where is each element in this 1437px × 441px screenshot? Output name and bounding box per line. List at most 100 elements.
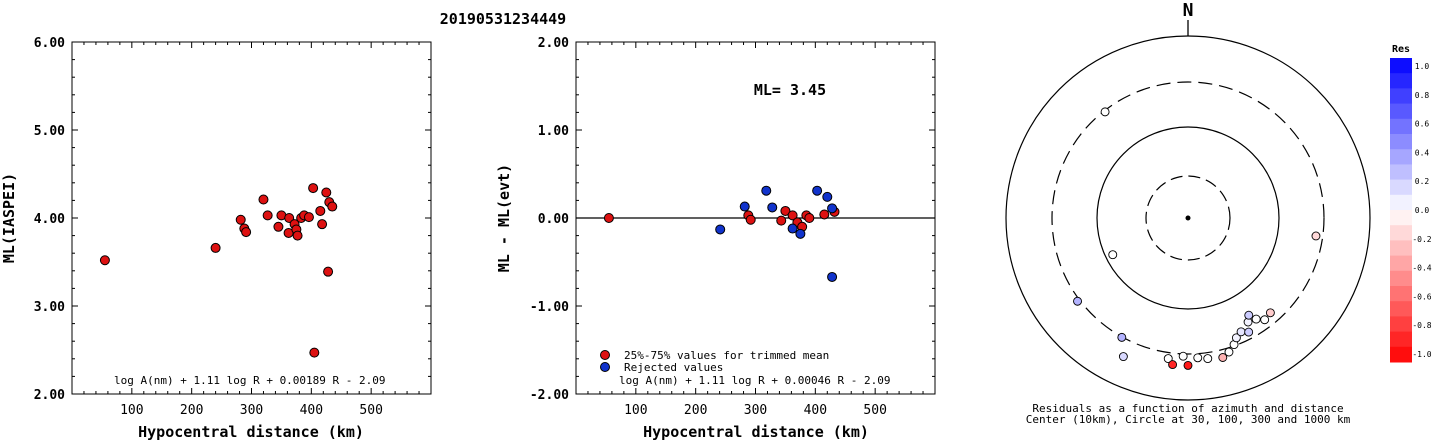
x-tick-label: 500 <box>359 403 382 418</box>
azimuth-residual-plot: N Residuals as a function of azimuth and… <box>1005 0 1371 426</box>
station-magnitude-point <box>262 210 273 221</box>
trimmed-residual-point <box>745 214 756 225</box>
station-residual-marker <box>1244 327 1254 337</box>
colorbar-tick-label: 0.8 <box>1415 91 1430 100</box>
circle-300km <box>1051 81 1325 355</box>
colorbar-tick-label: -0.4 <box>1412 264 1431 273</box>
y-tick-label: 2.00 <box>538 36 569 51</box>
colorbar-swatch <box>1390 134 1412 150</box>
station-residual-marker <box>1163 354 1173 364</box>
colorbar-swatch <box>1390 331 1412 348</box>
panel1-x-axis-label: Hypocentral distance (km) <box>138 423 364 441</box>
colorbar-swatch <box>1390 346 1412 363</box>
colorbar-swatch <box>1390 210 1412 226</box>
colorbar-tick-label: 1.0 <box>1415 62 1430 71</box>
station-magnitude-point <box>309 347 320 358</box>
station-residual-marker <box>1118 352 1128 362</box>
station-residual-marker <box>1100 107 1110 117</box>
station-residual-marker <box>1178 351 1188 361</box>
legend-label-trimmed: 25%-75% values for trimmed mean <box>624 349 829 362</box>
station-residual-marker <box>1183 360 1193 370</box>
station-magnitude-point <box>308 183 319 194</box>
colorbar-swatch <box>1390 88 1412 105</box>
trimmed-residual-point <box>804 213 815 223</box>
rejected-residual-point <box>761 185 772 196</box>
colorbar-swatch <box>1390 103 1412 120</box>
station-magnitude-point <box>210 242 221 253</box>
colorbar-swatch <box>1390 164 1412 181</box>
colorbar-tick-label: -1.0 <box>1412 350 1431 359</box>
station-magnitude-point <box>303 212 314 223</box>
colorbar-tick-label: -0.8 <box>1412 321 1431 330</box>
y-tick-label: -2.00 <box>530 388 569 403</box>
station-magnitude-point <box>315 205 326 216</box>
colorbar-swatch <box>1390 73 1412 89</box>
legend-marker-trimmed <box>600 350 610 360</box>
y-tick-label: 5.00 <box>34 124 65 139</box>
colorbar-swatch <box>1390 179 1412 196</box>
station-residual-marker <box>1311 231 1321 241</box>
colorbar-swatch <box>1390 270 1412 287</box>
station-residual-marker <box>1260 315 1270 325</box>
station-residual-marker <box>1108 250 1118 260</box>
station-magnitude-point <box>317 219 328 230</box>
colorbar-swatch <box>1390 240 1412 257</box>
colorbar-swatch <box>1390 118 1412 135</box>
trimmed-residual-point <box>780 205 791 216</box>
polar-caption-line2: Center (10km), Circle at 30, 100, 300 an… <box>1026 413 1351 426</box>
station-magnitude-point <box>235 214 246 225</box>
trimmed-residual-point <box>819 209 830 220</box>
trimmed-residual-point <box>776 215 787 226</box>
colorbar-title: Res <box>1392 44 1410 55</box>
station-residual-marker <box>1251 314 1261 324</box>
circle-1000km <box>1005 35 1371 401</box>
legend-label-rejected: Rejected values <box>624 361 723 374</box>
station-magnitude-point <box>321 187 332 198</box>
residual-colorbar: Res 1.0 0.8 0.6 0.4 0.2 0.0 -0.2 -0.4 -0.6 -0.8 -1… <box>1390 44 1432 363</box>
circle-30km <box>1145 175 1231 261</box>
rejected-residual-point <box>715 224 726 235</box>
station-residual-marker <box>1265 308 1275 318</box>
y-tick-label: 2.00 <box>34 388 65 403</box>
x-tick-label: 100 <box>624 403 647 418</box>
station-magnitude-point <box>241 227 252 238</box>
station-magnitude-point <box>284 213 295 223</box>
trimmed-residual-point <box>787 210 798 221</box>
x-tick-label: 200 <box>180 403 203 418</box>
station-residual-marker <box>1244 310 1254 320</box>
station-residual-marker <box>1073 296 1082 306</box>
rejected-residual-point <box>739 201 750 212</box>
rejected-residual-point <box>827 271 838 282</box>
x-tick-label: 400 <box>300 403 323 418</box>
colorbar-swatch <box>1390 225 1412 241</box>
colorbar-tick-label: 0.4 <box>1415 148 1430 157</box>
station-residual-marker <box>1203 354 1213 364</box>
ml-event-value: ML= 3.45 <box>754 81 826 99</box>
colorbar-tick-label: -0.2 <box>1412 235 1431 244</box>
x-tick-label: 300 <box>744 403 767 418</box>
station-residual-marker <box>1218 353 1228 362</box>
y-tick-label: 6.00 <box>34 36 65 51</box>
rejected-residual-point <box>822 191 833 202</box>
rejected-residual-point <box>767 202 778 213</box>
colorbar-swatch <box>1390 301 1412 317</box>
figure-title: 20190531234449 <box>440 10 566 28</box>
x-tick-label: 300 <box>240 403 263 418</box>
station-residual-marker <box>1224 347 1234 357</box>
panel2-x-axis-label: Hypocentral distance (km) <box>643 423 869 441</box>
y-tick-label: 0.00 <box>538 212 569 227</box>
colorbar-tick-label: 0.0 <box>1415 206 1430 215</box>
panel1-y-axis-label: ML(IASPEI) <box>0 173 18 263</box>
y-tick-label: 1.00 <box>538 124 569 139</box>
station-residual-marker <box>1168 360 1178 370</box>
station-magnitude-point <box>323 266 334 277</box>
x-tick-label: 500 <box>863 403 886 418</box>
colorbar-swatch <box>1390 58 1412 74</box>
circle-100km <box>1096 126 1280 310</box>
ml-vs-distance-panel: 100 200 300 400 500 2.00 3.00 4.00 5.00 6.00 Hypo… <box>0 36 432 441</box>
trimmed-residual-point <box>603 213 614 223</box>
epicenter-marker <box>1185 215 1191 221</box>
station-magnitude-point <box>99 255 110 266</box>
panel1-frame <box>71 41 432 395</box>
ml-residual-panel: 100 200 300 400 500 -2.00 -1.00 0.00 1.00 2.00 ML… <box>495 36 936 441</box>
